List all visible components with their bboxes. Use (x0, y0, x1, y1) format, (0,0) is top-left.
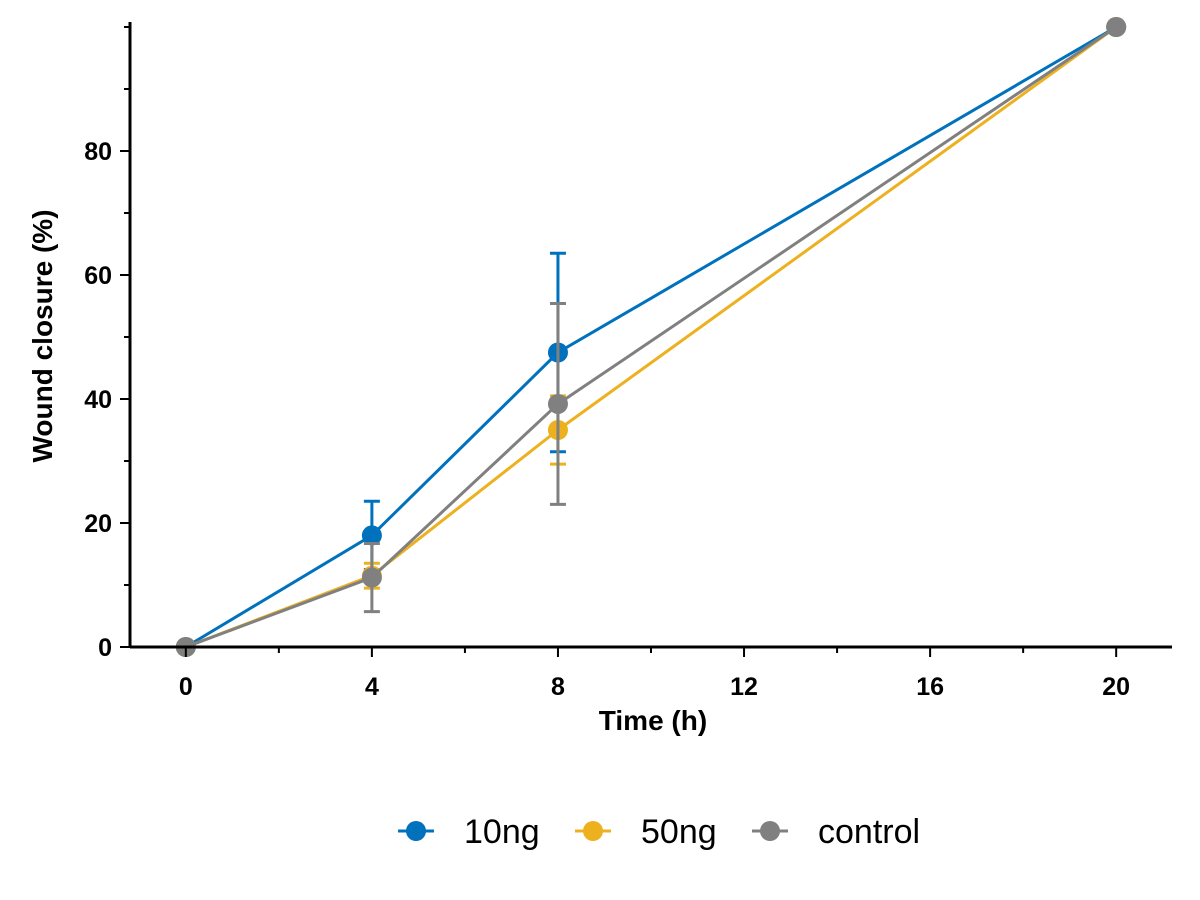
x-tick-label: 4 (365, 673, 379, 701)
series-line (185, 25, 1118, 649)
x-axis-title: Time (h) (599, 705, 707, 736)
data-point (361, 525, 382, 546)
legend-label: control (818, 813, 920, 851)
legend-label: 50ng (641, 813, 717, 851)
data-point (361, 567, 382, 588)
y-axis-title: Wound closure (%) (27, 209, 58, 462)
legend-item-50ng: 50ng (575, 813, 717, 851)
legend-marker (583, 821, 603, 841)
x-tick-label: 0 (179, 673, 193, 701)
series-50ng (175, 17, 1127, 657)
x-tick-label: 16 (916, 673, 944, 701)
legend-label: 10ng (464, 813, 540, 851)
x-tick-label: 12 (730, 673, 758, 701)
legend: 10ng 50ng control (398, 813, 920, 851)
y-tick-label: 0 (98, 634, 112, 662)
y-tick-label: 80 (84, 138, 112, 166)
series-10ng (175, 17, 1127, 657)
x-tick-label: 20 (1102, 673, 1130, 701)
plot-area (175, 17, 1127, 657)
y-tick-label: 60 (84, 262, 112, 290)
data-point (1106, 17, 1127, 37)
y-tick-label: 40 (84, 386, 112, 414)
legend-marker (406, 821, 426, 841)
data-point (547, 393, 568, 414)
y-tick-label: 20 (84, 510, 112, 538)
x-tick-label: 8 (551, 673, 565, 701)
series-control (175, 17, 1127, 657)
axes: 0 20 40 60 80 0 4 8 12 16 20 (84, 22, 1172, 701)
legend-item-10ng: 10ng (398, 813, 540, 851)
legend-marker (760, 821, 780, 841)
series-line (185, 25, 1117, 649)
legend-item-control: control (752, 813, 920, 851)
